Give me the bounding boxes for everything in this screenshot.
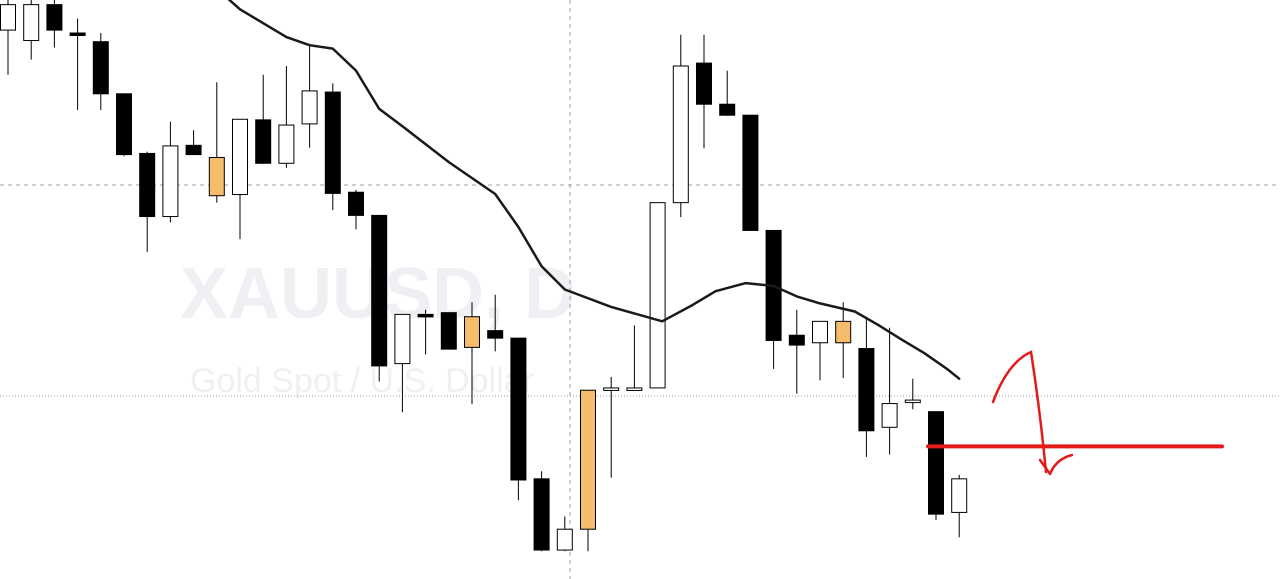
- candle: [46, 0, 63, 48]
- candle-body: [626, 387, 643, 391]
- candle: [232, 118, 248, 240]
- candle-body: [928, 411, 944, 515]
- arrow-head: [1038, 453, 1074, 476]
- candle-body: [301, 90, 318, 125]
- candle-body: [371, 214, 388, 367]
- candle: [208, 82, 225, 203]
- candle: [951, 474, 968, 538]
- candles-group: [0, 0, 968, 552]
- candle-body: [951, 478, 968, 513]
- candle-body: [278, 124, 295, 164]
- candle-body: [556, 528, 573, 551]
- candle: [719, 70, 736, 116]
- candle: [92, 33, 109, 111]
- candle: [139, 151, 156, 252]
- candle: [603, 376, 620, 478]
- candle-body: [719, 103, 736, 116]
- candle-body: [603, 387, 620, 391]
- candle: [255, 74, 272, 164]
- candle: [417, 309, 434, 355]
- candle: [881, 327, 898, 455]
- candle-body: [788, 334, 805, 346]
- candle-body: [208, 156, 225, 197]
- candle: [672, 34, 689, 218]
- candle: [788, 309, 805, 394]
- candle-body: [116, 93, 132, 156]
- candle: [904, 378, 921, 410]
- candle-body: [742, 114, 759, 231]
- candle: [162, 121, 179, 223]
- candle: [0, 0, 16, 75]
- candle: [580, 389, 596, 552]
- candle: [812, 320, 828, 381]
- candle: [464, 302, 480, 405]
- candle: [440, 312, 457, 350]
- candle-body: [835, 320, 852, 344]
- candle-body: [46, 4, 63, 31]
- candle-body: [0, 4, 16, 31]
- candle: [185, 130, 202, 156]
- candle-body: [533, 478, 550, 551]
- candle: [324, 83, 341, 211]
- candle-body: [417, 313, 434, 318]
- candle: [649, 202, 666, 389]
- candle-body: [69, 32, 86, 37]
- candle-body: [881, 403, 898, 428]
- candle-body: [162, 145, 179, 218]
- candle-body: [672, 65, 689, 204]
- arrow-path: [991, 350, 1048, 474]
- candle: [394, 313, 411, 413]
- candle: [301, 45, 318, 148]
- candle: [742, 114, 759, 231]
- candle-body: [92, 41, 109, 95]
- candle-body: [23, 4, 40, 42]
- candle: [696, 34, 712, 149]
- candle-body: [649, 202, 666, 389]
- candle-body: [464, 316, 480, 348]
- candle: [487, 294, 504, 352]
- candle: [348, 189, 364, 230]
- candle-body: [232, 118, 248, 196]
- annotations-group: [926, 350, 1224, 476]
- candle-body: [487, 330, 504, 339]
- candle-body: [440, 312, 457, 350]
- candle: [116, 93, 132, 157]
- candle: [533, 471, 550, 552]
- candle-body: [185, 144, 202, 156]
- candle: [69, 18, 86, 111]
- watermark-description: Gold Spot / U.S. Dollar: [190, 362, 534, 400]
- candle-body: [394, 313, 411, 365]
- candle: [928, 411, 944, 520]
- candle: [278, 66, 295, 168]
- candle: [556, 516, 573, 552]
- candle-body: [255, 119, 272, 164]
- candle-body: [324, 91, 341, 194]
- candle: [23, 0, 40, 60]
- candle-body: [139, 152, 156, 218]
- candle: [858, 316, 875, 457]
- candle-body: [510, 337, 527, 481]
- candle: [510, 337, 527, 501]
- candle-body: [348, 191, 364, 216]
- moving-average-line: [227, 0, 961, 380]
- candle-body: [696, 62, 712, 105]
- candle: [626, 325, 643, 391]
- candle: [835, 302, 852, 379]
- candle-body: [904, 399, 921, 404]
- candle-body: [812, 320, 828, 344]
- candle-body: [858, 348, 875, 432]
- moving-average-group: [227, 0, 961, 380]
- candle-body: [580, 389, 596, 530]
- candle: [371, 214, 388, 382]
